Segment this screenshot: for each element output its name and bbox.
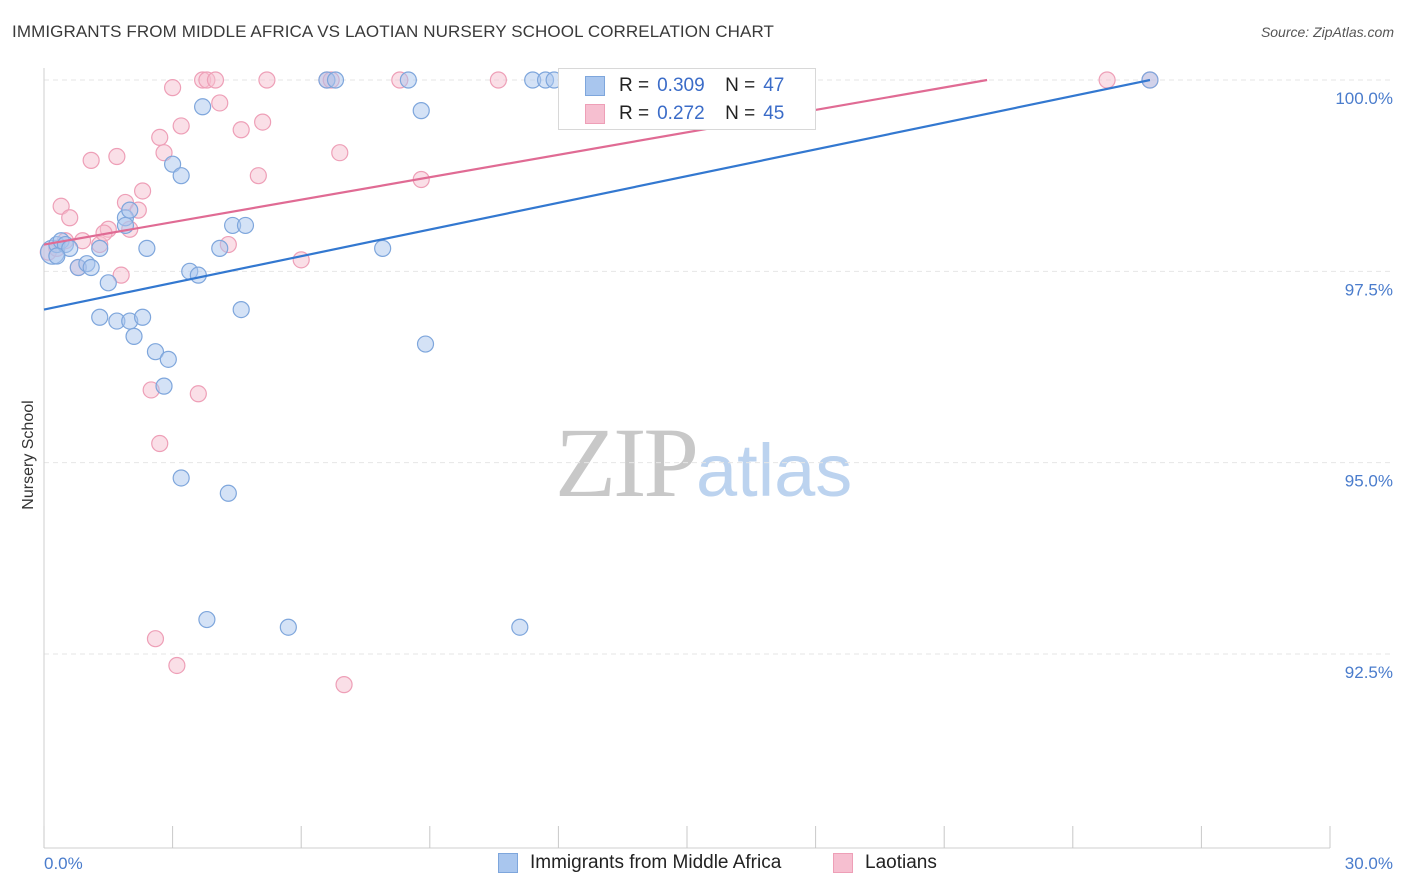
- bottom-legend-middle-africa[interactable]: Immigrants from Middle Africa: [498, 852, 781, 874]
- middle-africa-point: [279, 618, 297, 636]
- middle-africa-point: [416, 335, 435, 353]
- laotians-point: [206, 71, 225, 89]
- laotians-point: [146, 630, 165, 648]
- laotians-point: [52, 197, 70, 215]
- legend-label-middle-africa: Immigrants from Middle Africa: [530, 852, 782, 873]
- laotians-point: [489, 71, 507, 89]
- legend-swatch-blue: [498, 853, 518, 873]
- middle-africa-point: [236, 216, 255, 235]
- middle-africa-point: [194, 98, 212, 116]
- legend-r-value: 0.272: [657, 103, 705, 124]
- axes: [43, 68, 1331, 849]
- middle-africa-point: [172, 167, 190, 185]
- watermark-atlas: atlas: [696, 429, 853, 512]
- y-tick-label: 92.5%: [1345, 663, 1393, 682]
- middle-africa-trend-line: [43, 78, 1151, 311]
- legend-row-middle-africa: R = 0.309 N = 47: [585, 72, 785, 100]
- middle-africa-point: [48, 247, 66, 265]
- middle-africa-point: [326, 71, 345, 89]
- laotians-trend-line: [43, 78, 988, 246]
- legend-r-label: R =: [619, 103, 650, 124]
- laotians-point: [61, 209, 79, 227]
- middle-africa-point: [172, 469, 190, 487]
- middle-africa-point: [198, 610, 216, 629]
- y-tick-label: 100.0%: [1335, 89, 1393, 108]
- laotians-point: [232, 121, 250, 139]
- laotians-point: [249, 167, 267, 185]
- laotians-point: [1098, 71, 1116, 89]
- laotians-points: [39, 71, 1159, 694]
- laotians-point: [108, 147, 126, 166]
- legend-swatch-pink: [585, 104, 605, 124]
- x-tick-label: 30.0%: [1345, 854, 1393, 873]
- middle-africa-point: [211, 239, 229, 257]
- legend-r-label: R =: [619, 75, 650, 96]
- middle-africa-point: [91, 308, 109, 326]
- laotians-point: [133, 182, 152, 200]
- middle-africa-point: [399, 71, 417, 89]
- laotians-point: [168, 656, 186, 675]
- legend-swatch-pink: [833, 853, 853, 873]
- laotians-point: [172, 117, 190, 135]
- laotians-point: [112, 266, 130, 284]
- middle-africa-point: [164, 155, 182, 173]
- middle-africa-point: [232, 301, 250, 319]
- x-tick-label: 0.0%: [44, 854, 83, 873]
- y-tick-label: 95.0%: [1345, 472, 1393, 491]
- legend-label-laotians: Laotians: [865, 852, 937, 873]
- middle-africa-point: [219, 484, 237, 502]
- legend-r-value: 0.309: [657, 75, 705, 96]
- middle-africa-points: [39, 71, 1159, 636]
- middle-africa-point: [138, 239, 156, 257]
- legend-n-label: N =: [725, 103, 756, 124]
- laotians-point: [189, 385, 207, 403]
- middle-africa-point: [146, 343, 165, 361]
- legend-n-value: 47: [763, 75, 785, 96]
- middle-africa-point: [99, 274, 117, 292]
- middle-africa-point: [412, 102, 430, 120]
- middle-africa-point: [91, 239, 109, 257]
- middle-africa-point: [125, 327, 143, 345]
- laotians-point: [335, 676, 353, 694]
- middle-africa-point: [121, 201, 139, 219]
- y-tick-label: 97.5%: [1345, 280, 1393, 299]
- laotians-point: [254, 113, 272, 131]
- chart-title: IMMIGRANTS FROM MIDDLE AFRICA VS LAOTIAN…: [12, 22, 775, 41]
- laotians-point: [155, 144, 173, 162]
- laotians-point: [82, 151, 100, 169]
- laotians-point: [151, 128, 169, 146]
- middle-africa-point: [82, 258, 100, 277]
- middle-africa-point: [511, 618, 529, 636]
- middle-africa-point: [155, 377, 173, 395]
- legend-n-label: N =: [725, 75, 756, 96]
- middle-africa-point: [374, 239, 392, 257]
- bottom-legend-laotians[interactable]: Laotians: [833, 852, 937, 874]
- laotians-point: [164, 79, 182, 97]
- tick-labels: 92.5% 95.0% 97.5% 100.0% 0.0% 30.0%: [44, 89, 1393, 873]
- laotians-point: [151, 434, 169, 453]
- middle-africa-point: [133, 308, 152, 326]
- legend-swatch-blue: [585, 76, 605, 96]
- trend-lines: [43, 78, 1151, 311]
- legend-row-laotians: R = 0.272 N = 45: [585, 100, 785, 128]
- laotians-point: [331, 144, 349, 162]
- legend-n-value: 45: [763, 103, 785, 124]
- gridlines: [44, 79, 1392, 655]
- laotians-point: [258, 71, 276, 89]
- correlation-legend: R = 0.309 N = 47 R = 0.272 N = 45: [558, 68, 816, 130]
- laotians-point: [211, 94, 229, 112]
- source-label[interactable]: Source: ZipAtlas.com: [1260, 24, 1394, 40]
- middle-africa-point: [159, 350, 177, 368]
- middle-africa-point: [189, 266, 207, 284]
